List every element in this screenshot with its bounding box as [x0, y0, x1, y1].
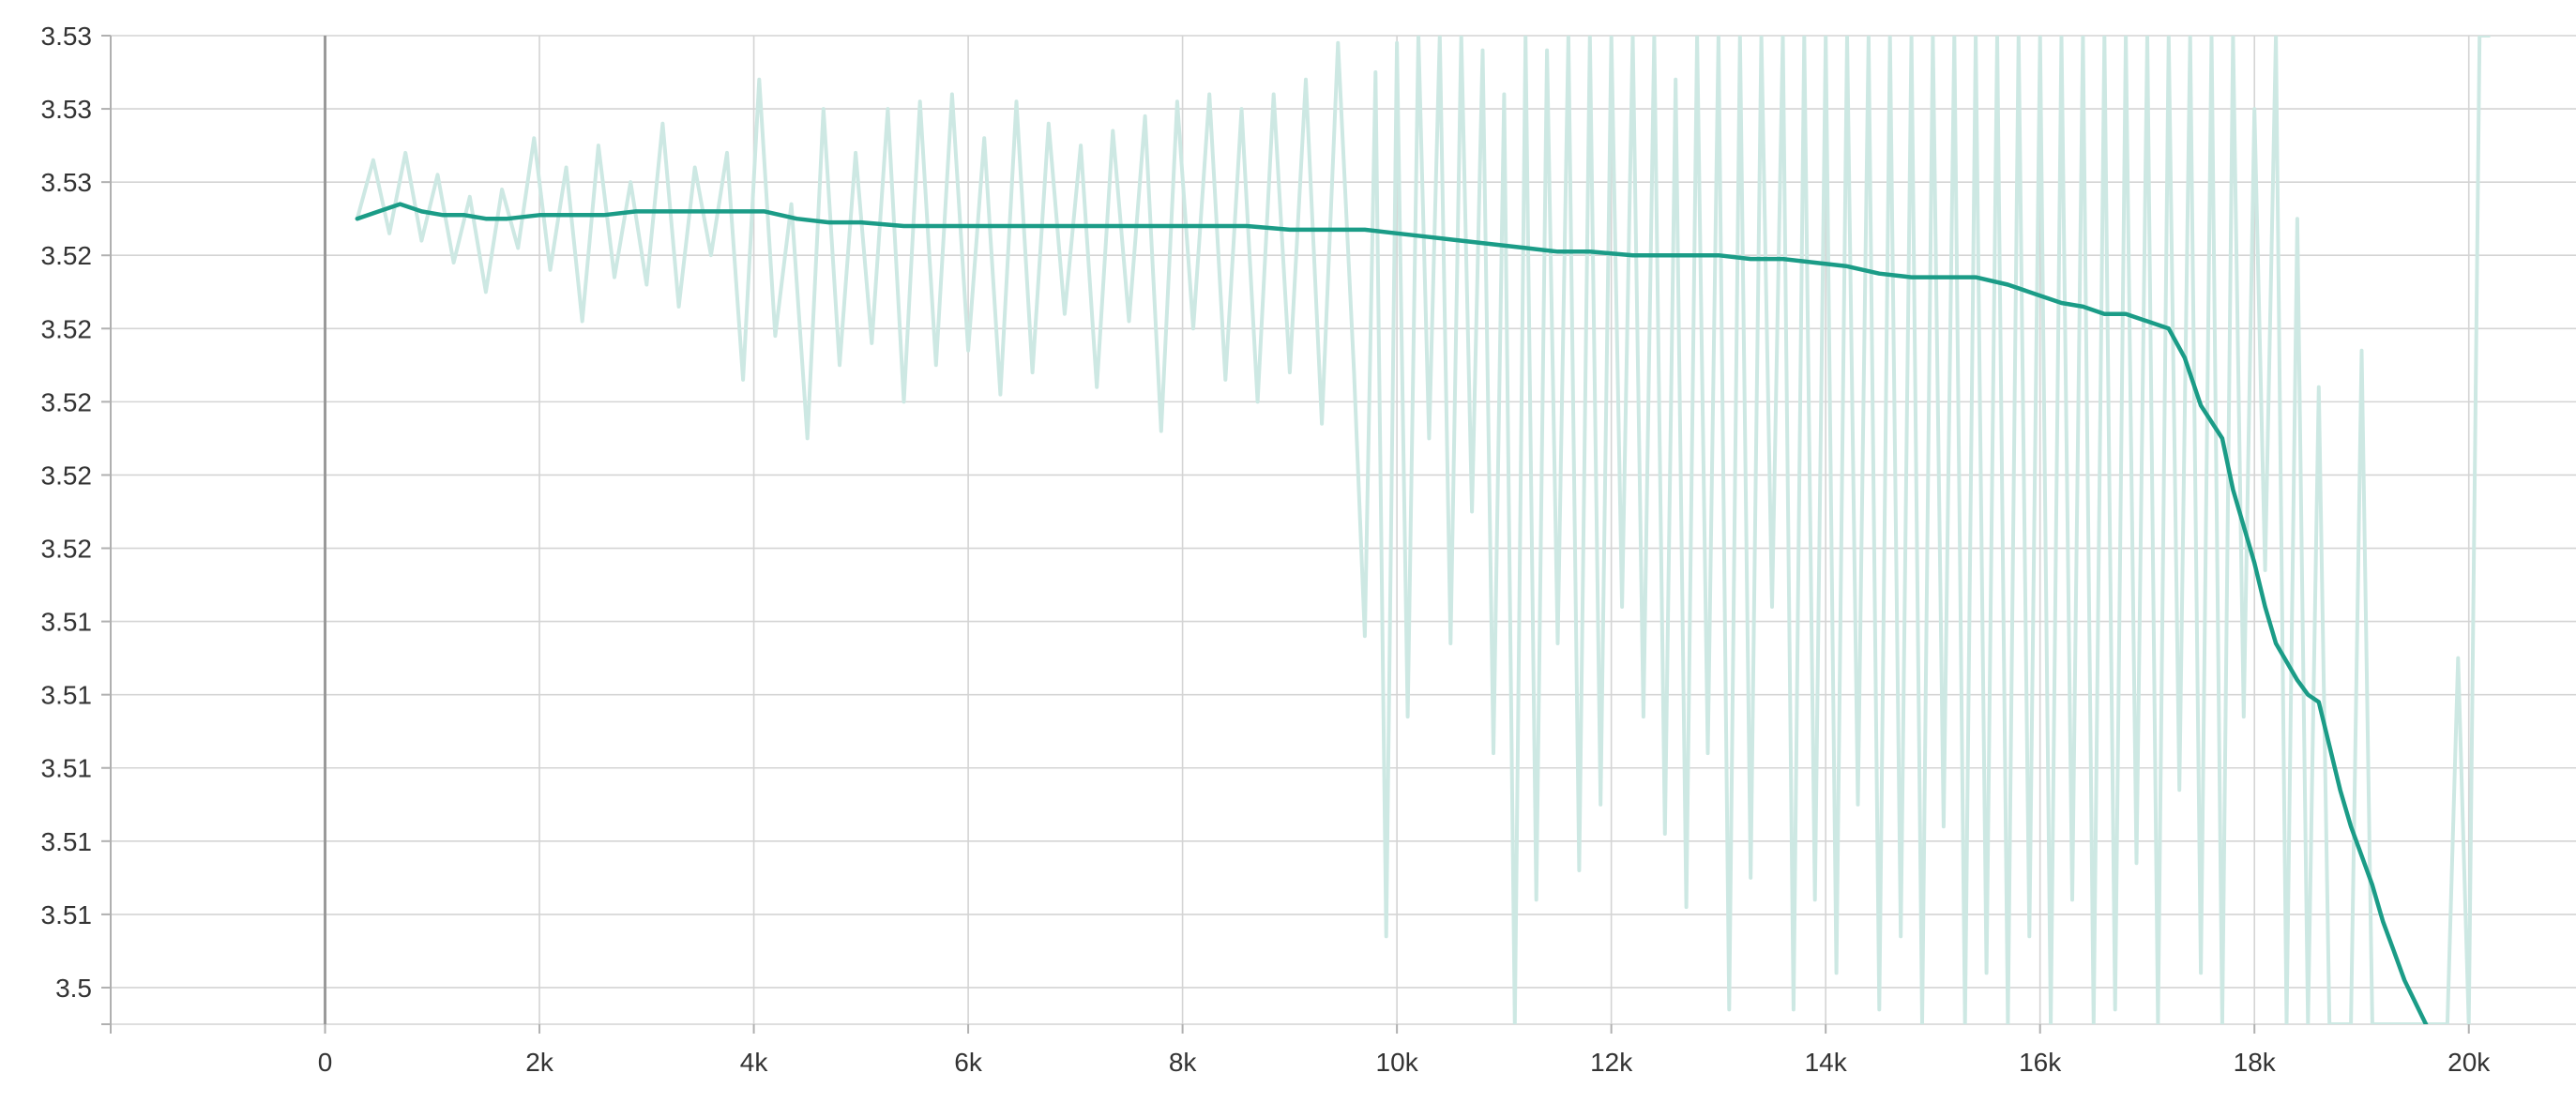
y-tick-label: 3.52 [41, 535, 93, 564]
y-tick-label: 3.52 [41, 314, 93, 343]
smoothed-series-line [355, 202, 2429, 1024]
x-tick-label: 8k [1169, 1048, 1198, 1077]
x-tick-label: 6k [954, 1048, 983, 1077]
y-tick-label: 3.52 [41, 461, 93, 490]
raw-series-line [355, 36, 2491, 1024]
y-tick-label: 3.53 [41, 168, 93, 197]
x-tick-label: 2k [525, 1048, 554, 1077]
y-tick-label: 3.53 [41, 95, 93, 124]
y-tick-label: 3.51 [41, 900, 93, 929]
x-tick-label: 0 [318, 1048, 333, 1077]
series-layer [355, 36, 2491, 1024]
y-tick-label: 3.52 [41, 387, 93, 416]
y-tick-label: 3.53 [41, 22, 93, 51]
x-tick-label: 16k [2019, 1048, 2062, 1077]
x-tick-label: 10k [1376, 1048, 1419, 1077]
y-tick-label: 3.5 [55, 974, 92, 1003]
axes: 3.5 3.51 3.51 3.51 3.51 3.51 3.52 3.52 3.52 3.52 3… [41, 22, 2492, 1077]
x-tick-label: 4k [740, 1048, 769, 1077]
y-tick-label: 3.51 [41, 681, 93, 710]
y-tick-label: 3.51 [41, 608, 93, 637]
x-tick-label: 18k [2234, 1048, 2277, 1077]
x-tick-label: 12k [1590, 1048, 1633, 1077]
y-tick-label: 3.52 [41, 241, 93, 270]
x-tick-label: 20k [2447, 1048, 2491, 1077]
y-tick-label: 3.51 [41, 754, 93, 783]
x-tick-label: 14k [1805, 1048, 1848, 1077]
y-tick-label: 3.51 [41, 827, 93, 856]
